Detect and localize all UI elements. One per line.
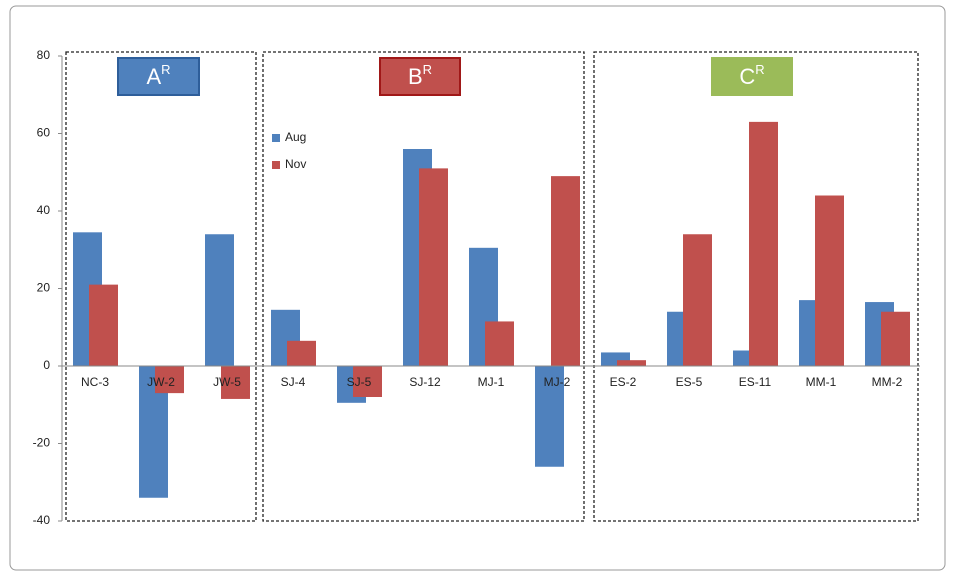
x-tick-label: ES-2 [610, 375, 637, 389]
bar [205, 234, 234, 366]
group-superscript: R [161, 62, 170, 77]
bar [683, 234, 712, 366]
y-tick-label: 20 [37, 281, 51, 295]
x-tick-label: ES-11 [739, 375, 772, 389]
bar [353, 366, 382, 397]
bar [749, 121, 778, 366]
bar [485, 321, 514, 366]
legend-label: Aug [285, 130, 306, 144]
bar [419, 168, 448, 366]
y-tick-label: -20 [33, 436, 51, 450]
bar [89, 284, 118, 366]
y-tick-label: 80 [37, 48, 51, 62]
bar [155, 366, 184, 394]
x-tick-label: NC-3 [81, 375, 109, 389]
legend-swatch [272, 161, 280, 169]
group-box [593, 51, 919, 522]
group-tag [711, 57, 793, 96]
x-tick-label: SJ-12 [409, 375, 441, 389]
group-box [65, 51, 257, 522]
group-tag [379, 57, 461, 96]
legend-swatch [272, 134, 280, 142]
group-label: BR [408, 62, 432, 88]
group-name: A [146, 64, 161, 89]
x-tick-label: MJ-1 [478, 375, 505, 389]
x-tick-label: MM-1 [806, 375, 837, 389]
x-tick-label: MJ-2 [544, 375, 571, 389]
group-name: B [408, 64, 423, 89]
bar [535, 366, 564, 467]
bar [551, 176, 580, 366]
group-tag [117, 57, 200, 96]
y-tick-label: 40 [37, 203, 51, 217]
x-tick-label: MM-2 [872, 375, 903, 389]
x-tick-label: SJ-4 [281, 375, 306, 389]
x-tick-label: SJ-5 [347, 375, 372, 389]
x-tick-label: ES-5 [676, 375, 703, 389]
y-tick-label: -40 [33, 513, 51, 527]
group-label: AR [146, 62, 170, 88]
bar [221, 366, 250, 399]
bar [815, 195, 844, 366]
group-superscript: R [755, 62, 764, 77]
bar [881, 311, 910, 366]
y-tick-label: 60 [37, 126, 51, 140]
group-name: C [739, 64, 755, 89]
y-tick-label: 0 [43, 358, 50, 372]
group-box [262, 51, 585, 522]
bar [287, 340, 316, 366]
x-tick-label: JW-5 [213, 375, 241, 389]
legend-label: Nov [285, 157, 306, 171]
group-label: CR [739, 62, 764, 88]
bar [617, 360, 646, 366]
group-superscript: R [423, 62, 432, 77]
x-tick-label: JW-2 [147, 375, 175, 389]
